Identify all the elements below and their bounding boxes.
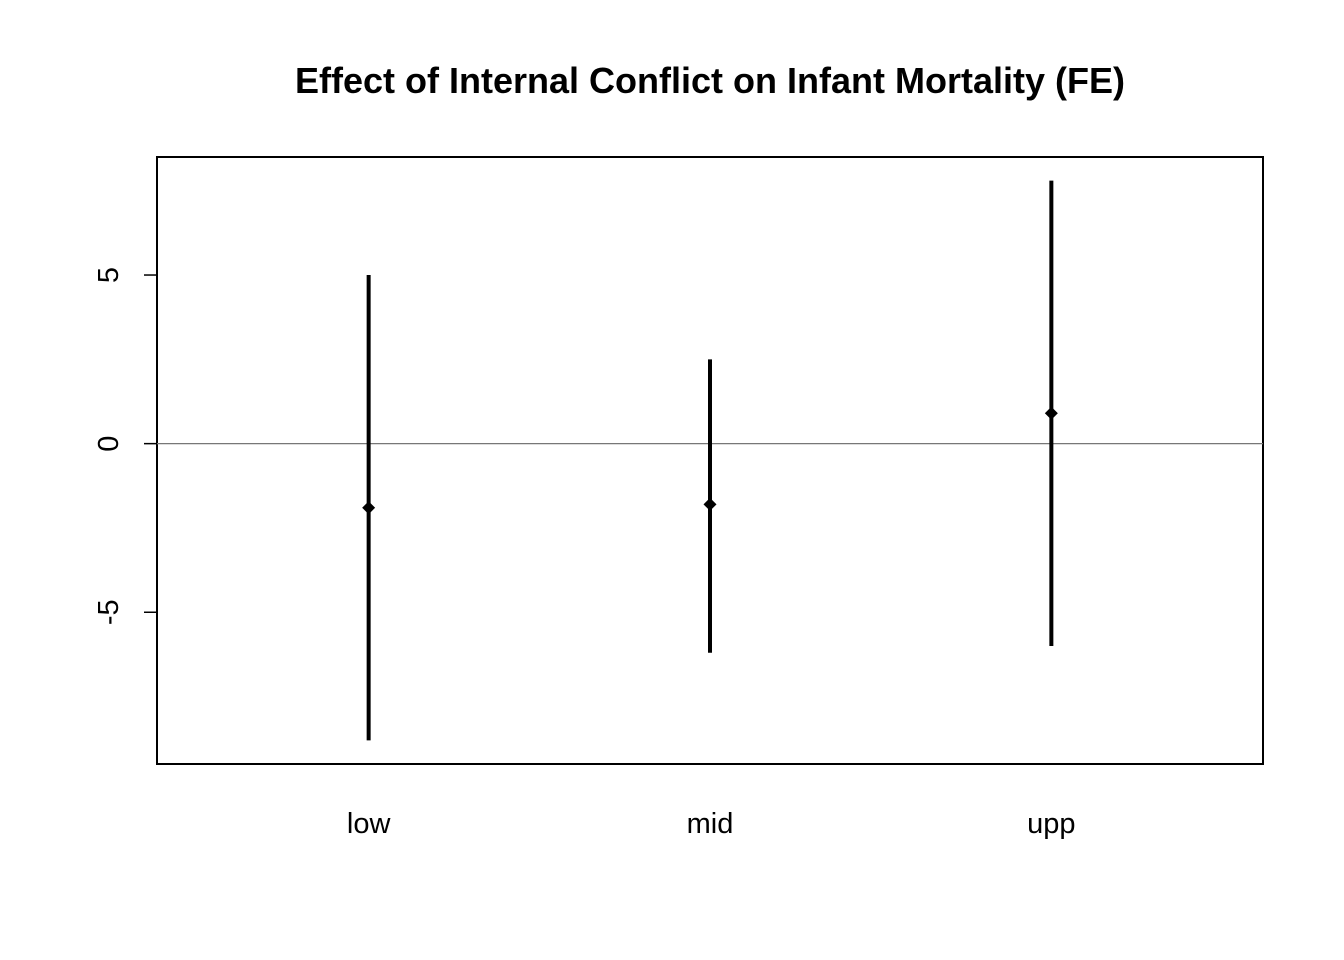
x-tick-label: mid — [687, 808, 734, 840]
y-tick-label: 5 — [93, 267, 125, 283]
point-estimate-upp — [1044, 406, 1058, 420]
x-axis: low mid upp — [347, 808, 1076, 840]
point-estimate-low — [362, 501, 376, 515]
plot-frame — [156, 156, 1264, 765]
y-tick-label: 0 — [93, 436, 125, 452]
y-axis: -5 0 5 — [93, 267, 157, 625]
x-tick-label: upp — [1027, 808, 1075, 840]
point-estimate-mid — [703, 497, 717, 511]
chart-title: Effect of Internal Conflict on Infant Mo… — [295, 60, 1125, 101]
error-bars — [362, 180, 1058, 741]
x-tick-label: low — [347, 808, 392, 840]
y-tick-label: -5 — [93, 599, 125, 625]
